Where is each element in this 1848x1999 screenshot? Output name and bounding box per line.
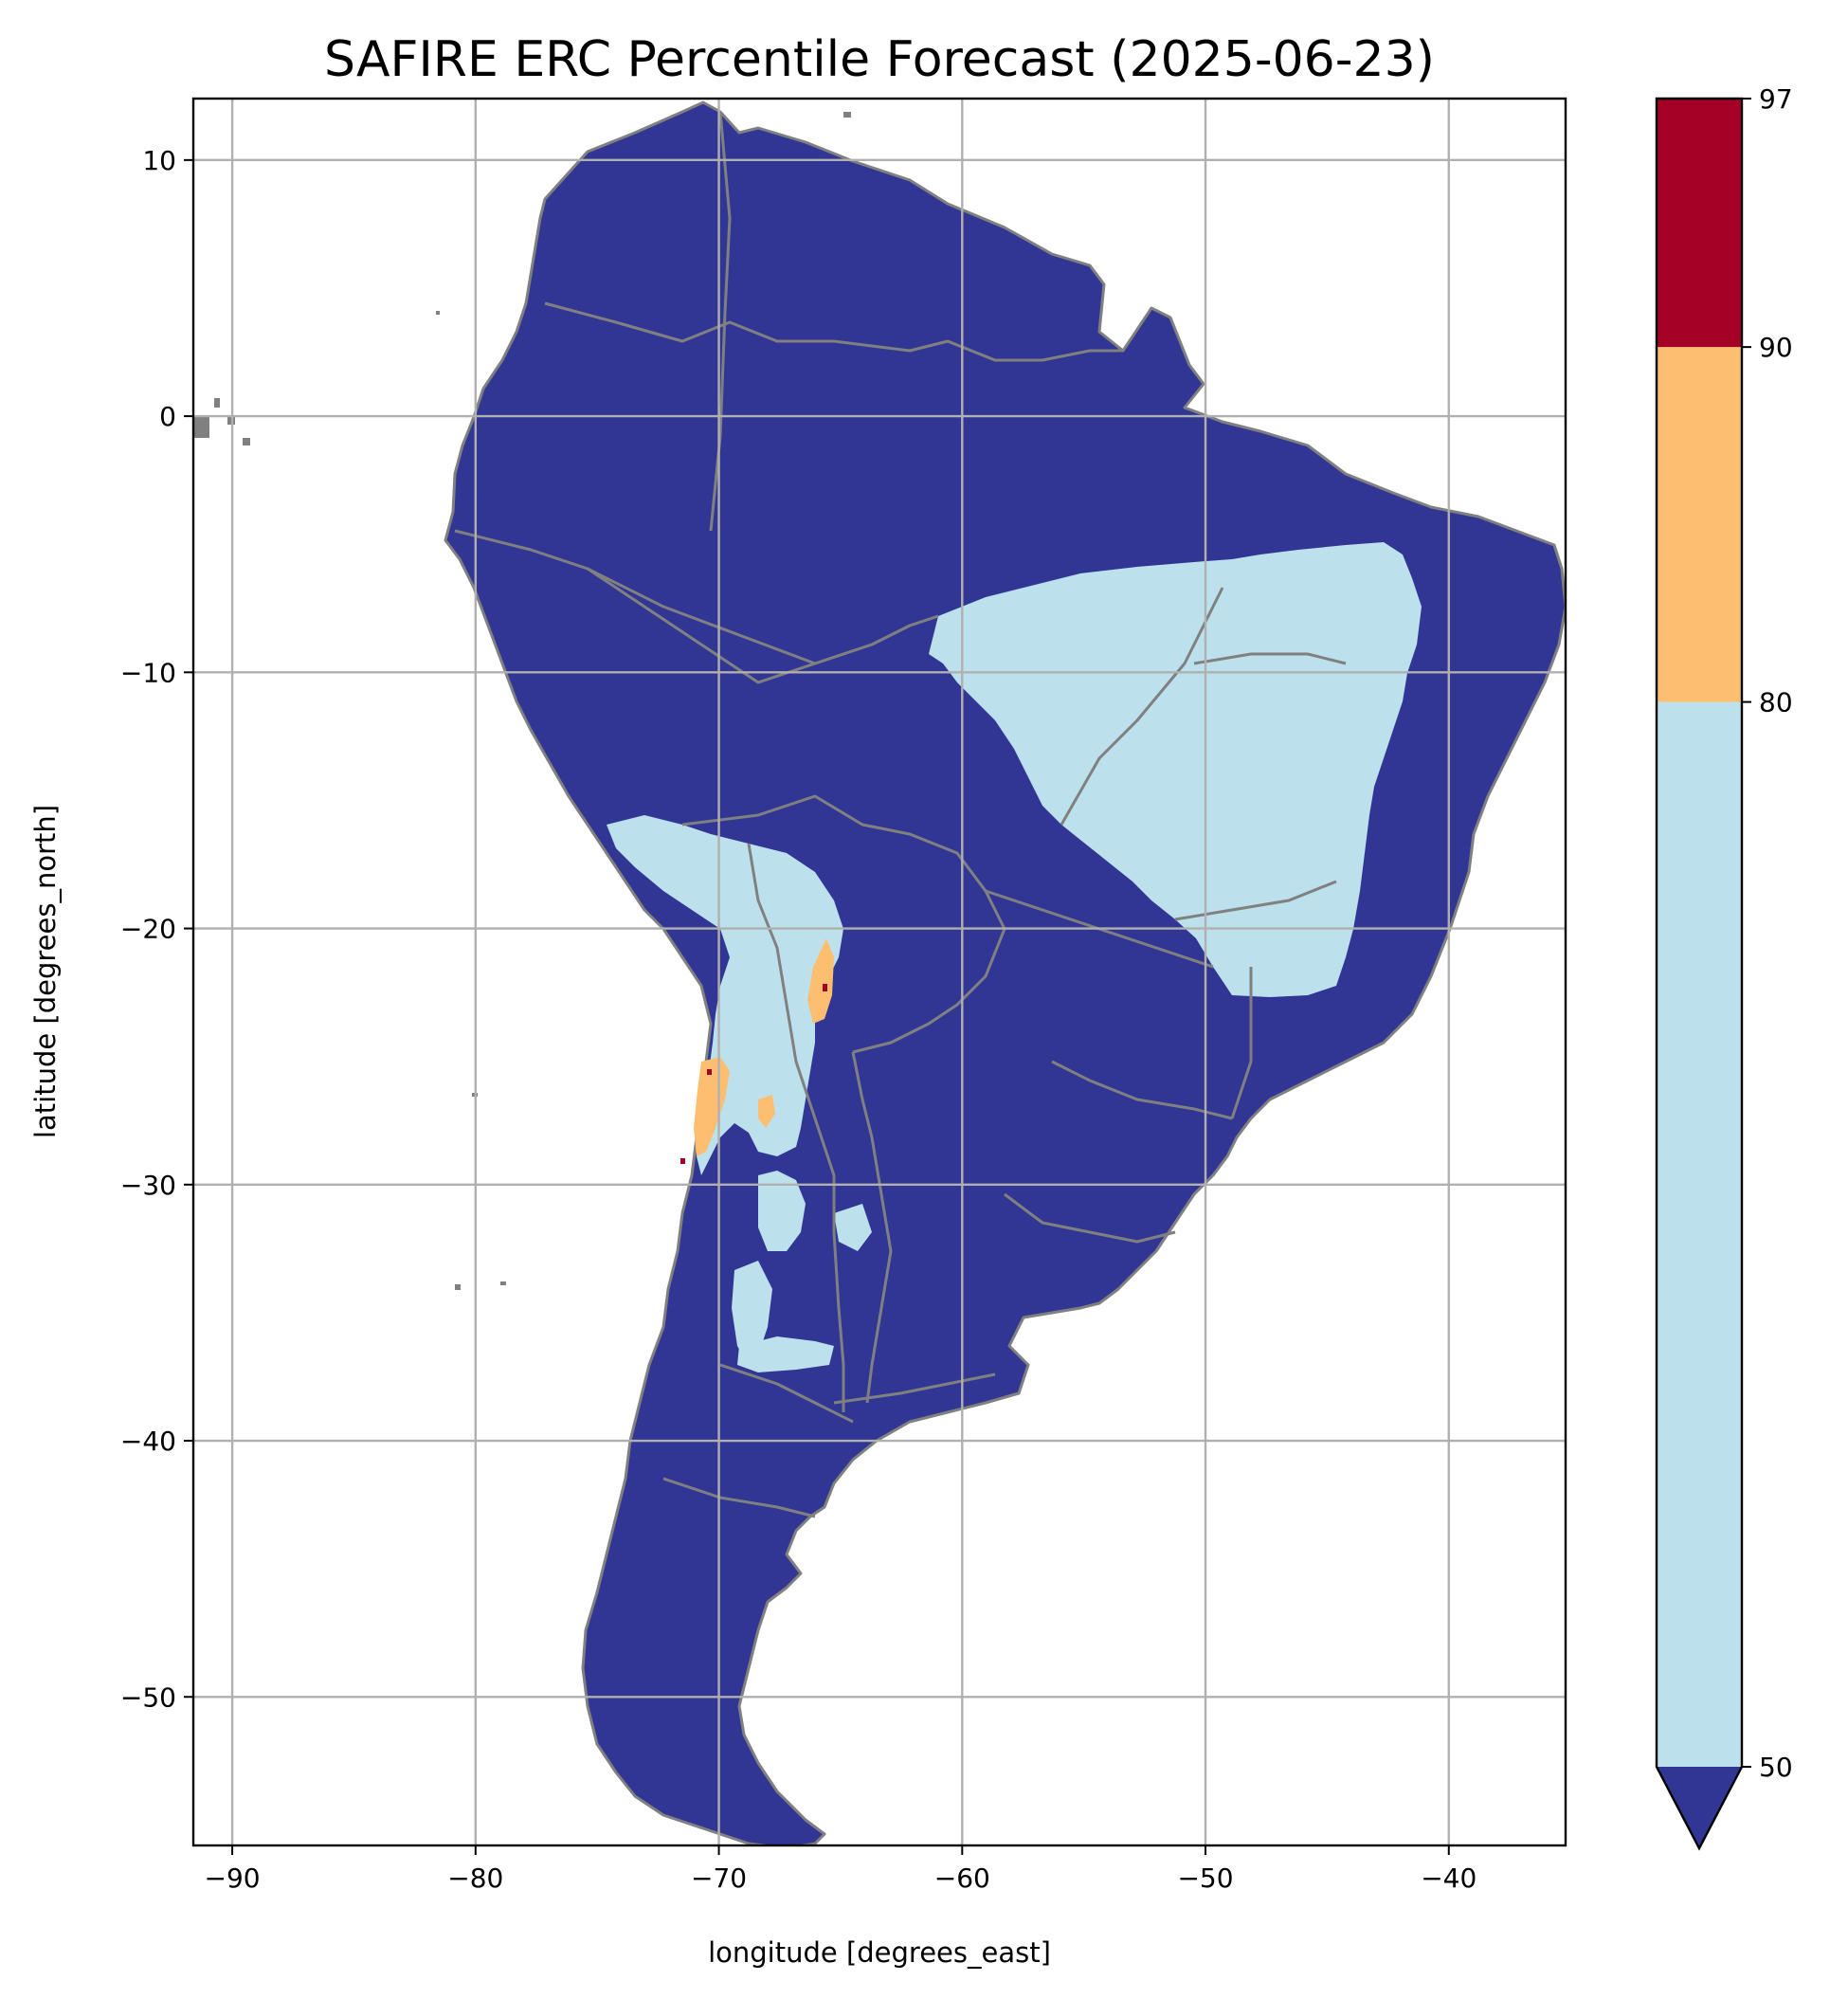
- gridlines: [193, 99, 1566, 1845]
- region-90-97-a: [707, 1069, 712, 1075]
- borders: [454, 111, 1347, 1518]
- x-tick-label: −40: [1421, 1863, 1477, 1894]
- region-50-80-south-a: [758, 1171, 806, 1251]
- y-tick-label: −10: [120, 657, 176, 688]
- colorbar-tick-label: 97: [1759, 83, 1793, 115]
- y-axis-label: latitude [degrees_north]: [29, 805, 62, 1138]
- y-tick-label: 10: [142, 145, 176, 176]
- y-tick-label: 0: [159, 401, 176, 432]
- land-below-50: [444, 100, 1566, 1845]
- region-80-90-c: [758, 1095, 775, 1128]
- y-tick-label: −30: [120, 1170, 176, 1201]
- region-50-80-brazil: [929, 542, 1422, 997]
- map-layer: [194, 100, 1566, 1845]
- colorbar-bin: [1657, 347, 1742, 702]
- y-axis-ticks: 10 0 −10 −20 −30 −40 −50: [120, 145, 193, 1713]
- colorbar-tick-label: 90: [1759, 332, 1793, 363]
- x-tick-label: −50: [1177, 1863, 1233, 1894]
- region-80-90-b: [807, 938, 834, 1024]
- x-axis-ticks: −90 −80 −70 −60 −50 −40: [205, 1845, 1477, 1894]
- colorbar-tick-label: 80: [1759, 687, 1793, 718]
- x-tick-label: −70: [691, 1863, 747, 1894]
- region-90-97-c: [680, 1158, 685, 1164]
- map-title: SAFIRE ERC Percentile Forecast (2025-06-…: [324, 31, 1435, 88]
- y-tick-label: −20: [120, 914, 176, 945]
- y-tick-label: −40: [120, 1426, 176, 1457]
- colorbar-outline: [1655, 97, 1744, 1851]
- x-tick-label: −60: [934, 1863, 990, 1894]
- x-tick-label: −90: [205, 1863, 261, 1894]
- y-tick-label: −50: [120, 1681, 176, 1713]
- colorbar-bin: [1657, 99, 1742, 348]
- region-50-80-andes: [607, 815, 843, 1175]
- region-90-97-b: [823, 984, 827, 991]
- region-50-80-south-d: [737, 1336, 834, 1372]
- colorbar-under-arrow: [1657, 1767, 1742, 1848]
- region-50-80-south-c: [732, 1261, 772, 1365]
- region-50-80-south-b: [834, 1204, 872, 1251]
- x-axis-label: longitude [degrees_east]: [708, 1936, 1051, 1969]
- colorbar-bin: [1657, 701, 1742, 1768]
- colorbar-tick-label: 50: [1759, 1752, 1793, 1783]
- region-80-90-a: [694, 1057, 730, 1156]
- colorbar: 50 80 90 97: [1655, 83, 1793, 1851]
- axes-frame: [191, 97, 1567, 1847]
- x-tick-label: −80: [447, 1863, 503, 1894]
